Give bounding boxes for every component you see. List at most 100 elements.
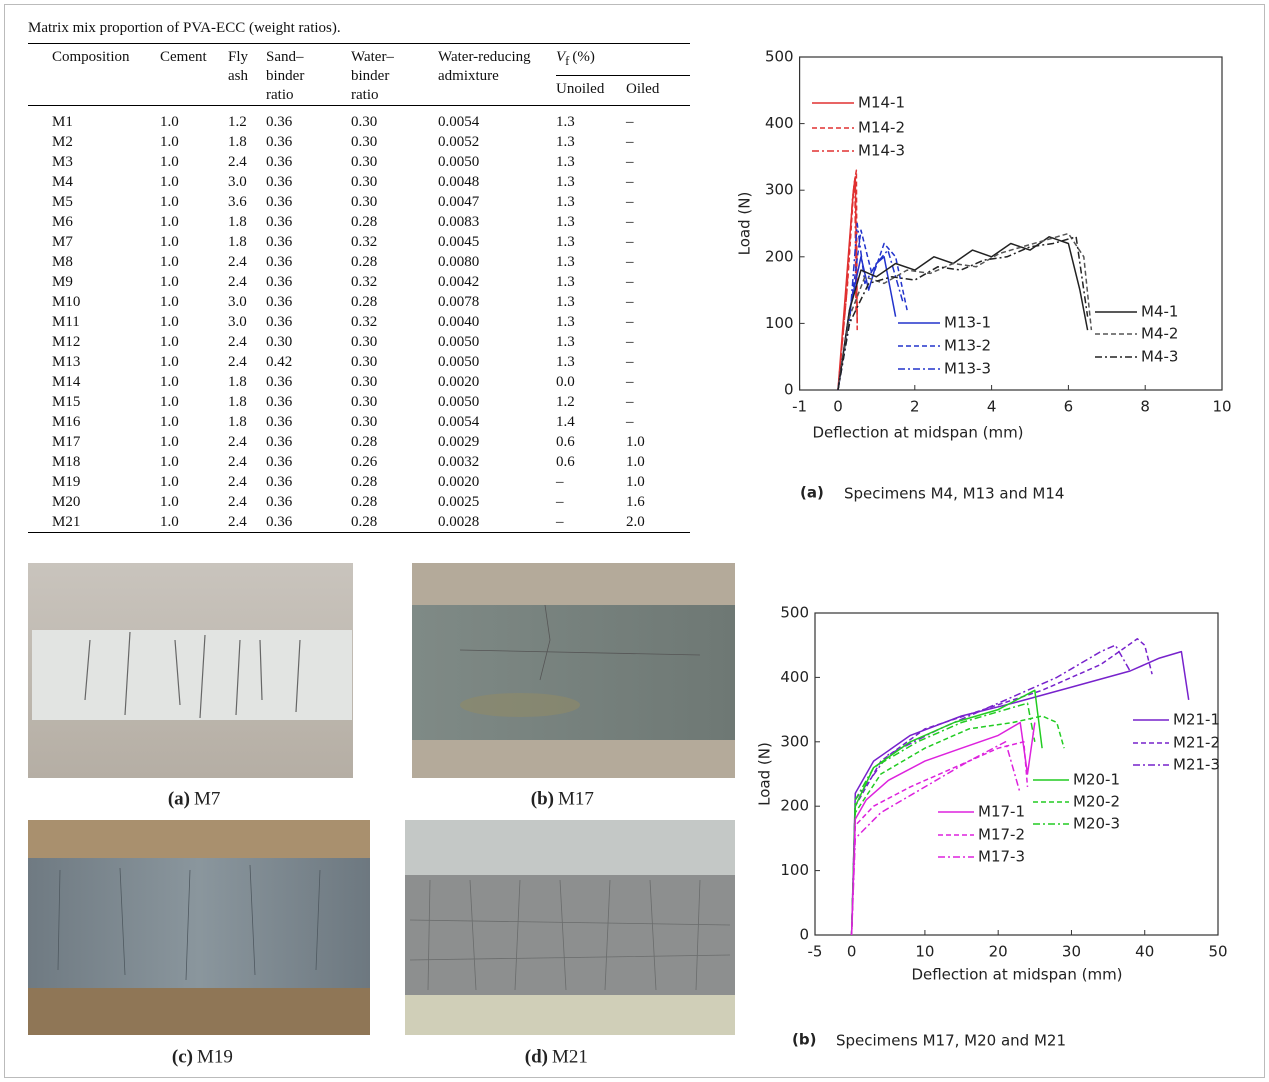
table-cell: 1.0 (160, 454, 179, 470)
table-cell: 1.0 (160, 314, 179, 330)
table-cell: 0.36 (266, 154, 293, 170)
plot-frame (814, 612, 1219, 936)
table-cell: 2.0 (626, 514, 645, 530)
y-tick-label: 400 (765, 114, 794, 132)
photo-c (28, 820, 370, 1035)
table-cell: 1.0 (160, 434, 179, 450)
table-cell: 2.4 (228, 434, 247, 450)
table-cell: 1.4 (556, 414, 575, 430)
table-cell: M7 (52, 234, 73, 250)
y-tick-label: 100 (780, 861, 809, 879)
table-cell: 1.8 (228, 134, 247, 150)
legend-label: M21-3 (1173, 756, 1220, 774)
table-row: M9 1.0 2.4 0.36 0.32 0.0042 1.3 – (28, 272, 690, 292)
photo-label: (a) (168, 788, 190, 809)
table-cell: M3 (52, 154, 73, 170)
table-cell: 1.0 (160, 174, 179, 190)
table-cell: 0.36 (266, 494, 293, 510)
table-cell: 0.28 (351, 474, 378, 490)
y-tick-label: 200 (780, 797, 809, 815)
table-row: M1 1.0 1.2 0.36 0.30 0.0054 1.3 – (28, 106, 690, 133)
header: Water–binder ratio (351, 49, 394, 103)
table-body: M1 1.0 1.2 0.36 0.30 0.0054 1.3 – M2 1.0 1.8 0.36 0.… (28, 106, 690, 533)
table-row: M16 1.0 1.8 0.36 0.30 0.0054 1.4 – (28, 412, 690, 432)
header: Sand–binder ratio (266, 49, 305, 103)
table-cell: 0.0048 (438, 174, 480, 190)
table-row: M15 1.0 1.8 0.36 0.30 0.0050 1.2 – (28, 392, 690, 412)
table-row: M12 1.0 2.4 0.30 0.30 0.0050 1.3 – (28, 332, 690, 352)
photo-label: (b) (531, 788, 554, 809)
table-cell: M21 (52, 514, 81, 530)
table-cell: 0.0080 (438, 254, 480, 270)
header-row: Composition Cement Fly ash Sand–binder r… (28, 43, 691, 103)
subheader: Unoiled (556, 81, 605, 97)
table-cell: 1.3 (556, 314, 575, 330)
table-row: M17 1.0 2.4 0.36 0.28 0.0029 0.6 1.0 (28, 432, 690, 452)
series-line (837, 236, 1089, 391)
table-row: M20 1.0 2.4 0.36 0.28 0.0025 – 1.6 (28, 492, 690, 512)
legend-label: M13-3 (944, 360, 991, 378)
table-cell: 3.0 (228, 314, 247, 330)
table-cell: 0.28 (351, 294, 378, 310)
table-cell: 0.0050 (438, 334, 480, 350)
y-tick-label: 300 (765, 181, 794, 199)
x-tick-label: 4 (987, 398, 997, 416)
table-cell: 0.0042 (438, 274, 480, 290)
table-cell: – (626, 114, 634, 130)
series-line (850, 638, 1153, 936)
table-row: M2 1.0 1.8 0.36 0.30 0.0052 1.3 – (28, 132, 690, 152)
table-cell: – (626, 334, 634, 350)
table-cell: M15 (52, 394, 81, 410)
x-tick-label: 10 (915, 943, 934, 961)
legend-label: M21-2 (1173, 734, 1220, 752)
vf-header: Vf (%) (556, 43, 691, 76)
table-cell: 1.0 (160, 494, 179, 510)
table-cell: – (626, 154, 634, 170)
table-cell: 0.28 (351, 254, 378, 270)
table-cell: 3.0 (228, 174, 247, 190)
table-cell: 1.0 (160, 134, 179, 150)
table-cell: 0.28 (351, 434, 378, 450)
table-cell: 2.4 (228, 474, 247, 490)
table-cell: – (556, 474, 564, 490)
photo-name: M17 (558, 788, 594, 809)
table-cell: 0.0083 (438, 214, 480, 230)
table-cell: M13 (52, 354, 81, 370)
table-cell: 1.0 (626, 434, 645, 450)
x-tick-label: -5 (808, 943, 823, 961)
legend-label: M17-2 (978, 826, 1025, 844)
table-cell: – (626, 374, 634, 390)
table-cell: 0.36 (266, 434, 293, 450)
table-cell: 0.30 (351, 394, 378, 410)
series-line (837, 222, 905, 391)
legend-label: M20-2 (1073, 793, 1120, 811)
table-cell: 0.28 (351, 214, 378, 230)
table-cell: 0.36 (266, 454, 293, 470)
table-cell: 0.36 (266, 374, 293, 390)
photo-b (412, 563, 735, 778)
table-cell: 0.0050 (438, 394, 480, 410)
table-cell: 0.0040 (438, 314, 480, 330)
table-cell: 1.8 (228, 234, 247, 250)
table-cell: 1.0 (626, 474, 645, 490)
table-cell: – (626, 414, 634, 430)
table-cell: 1.0 (160, 214, 179, 230)
table-cell: 1.0 (626, 454, 645, 470)
table-cell: M17 (52, 434, 81, 450)
table-cell: 0.36 (266, 194, 293, 210)
x-tick-label: 20 (989, 943, 1008, 961)
table-cell: M18 (52, 454, 81, 470)
table-cell: 0.0045 (438, 234, 480, 250)
photo-name: M19 (197, 1046, 233, 1067)
table-cell: M8 (52, 254, 73, 270)
table-cell: 0.36 (266, 174, 293, 190)
photo-label: (d) (525, 1046, 548, 1067)
table-cell: 1.0 (160, 514, 179, 530)
table-cell: – (626, 194, 634, 210)
legend-label: M17-1 (978, 803, 1025, 821)
table-cell: 1.0 (160, 274, 179, 290)
table-row: M6 1.0 1.8 0.36 0.28 0.0083 1.3 – (28, 212, 690, 232)
series-line (850, 741, 1029, 936)
table-cell: 0.30 (351, 154, 378, 170)
x-axis-label: Deflection at midspan (mm) (911, 966, 1122, 984)
